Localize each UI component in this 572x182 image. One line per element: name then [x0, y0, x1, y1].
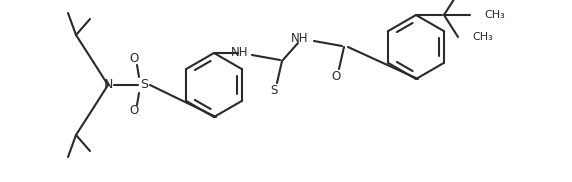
- Text: N: N: [104, 78, 113, 92]
- Text: O: O: [331, 70, 340, 84]
- Text: NH: NH: [291, 33, 309, 46]
- Text: NH: NH: [231, 46, 249, 60]
- Text: CH₃: CH₃: [472, 32, 492, 42]
- Text: S: S: [271, 84, 277, 98]
- Text: O: O: [129, 52, 138, 66]
- Text: O: O: [129, 104, 138, 118]
- Text: CH₃: CH₃: [484, 10, 505, 20]
- Text: S: S: [140, 78, 148, 92]
